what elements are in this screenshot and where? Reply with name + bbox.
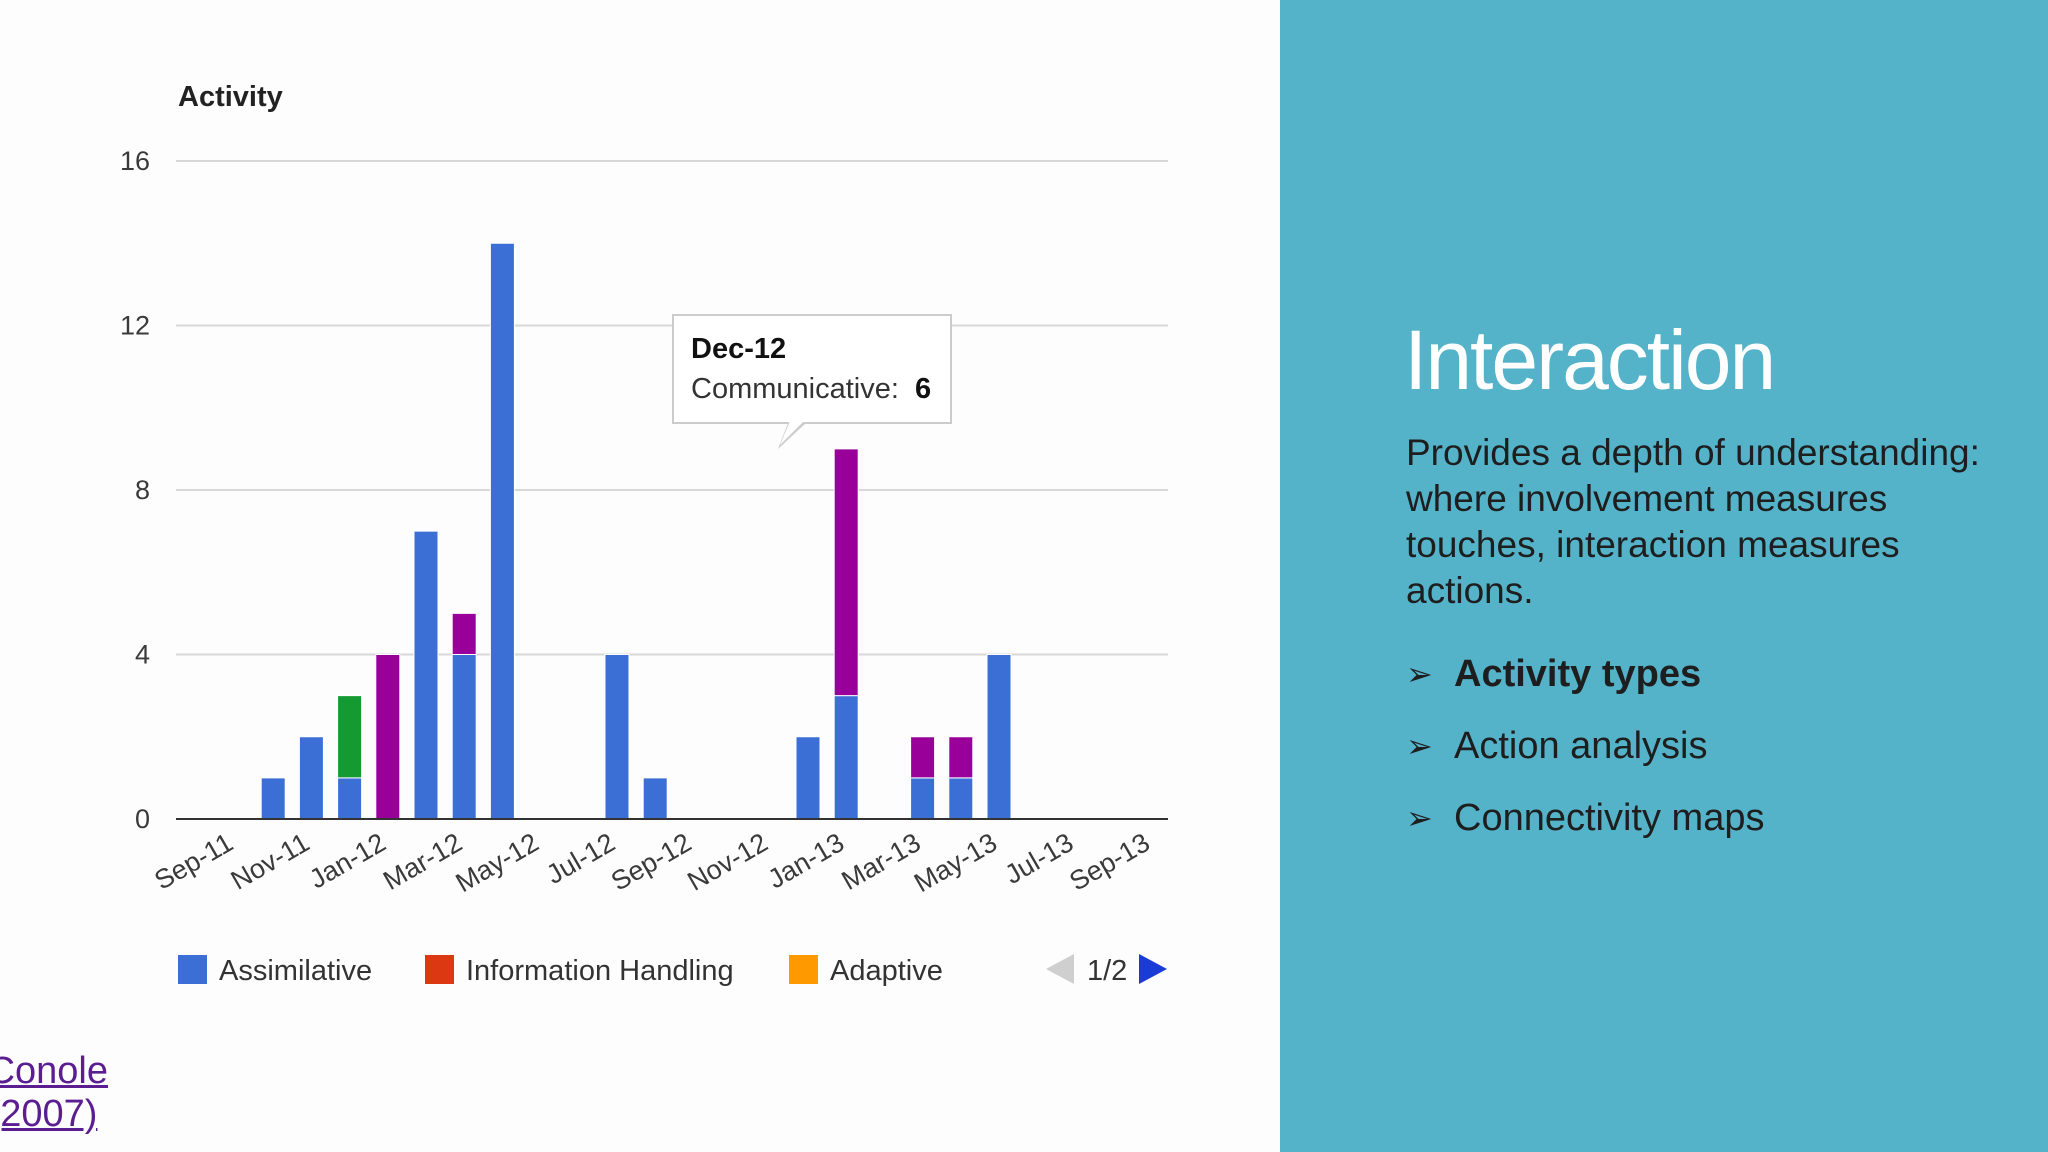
tooltip-title: Dec-12 xyxy=(691,333,786,365)
x-tick-label: Mar-13 xyxy=(837,827,926,896)
y-tick-label: 4 xyxy=(135,640,150,670)
chart-legend: Assimilative Information Handling Adaptive xyxy=(178,955,943,987)
y-tick-label: 12 xyxy=(120,311,150,341)
bar-segment[interactable] xyxy=(795,736,821,820)
arrow-bullet-icon: ➢ xyxy=(1406,656,1433,692)
bar-segment[interactable] xyxy=(451,612,477,655)
bar-segment[interactable] xyxy=(451,654,477,820)
arrow-bullet-icon: ➢ xyxy=(1406,800,1433,836)
bar-segment[interactable] xyxy=(489,242,515,820)
bar-segment[interactable] xyxy=(604,654,630,820)
x-axis: Sep-11Nov-11Jan-12Mar-12May-12Jul-12Sep-… xyxy=(149,827,1154,898)
y-tick-label: 16 xyxy=(120,146,150,176)
x-tick-label: May-13 xyxy=(909,827,1002,898)
svg-text:Communicative: 6: Communicative: 6 xyxy=(691,373,931,405)
y-tick-label: 8 xyxy=(135,475,150,505)
bar-segment[interactable] xyxy=(337,695,363,779)
legend-next-arrow-icon[interactable] xyxy=(1139,954,1167,984)
x-tick-label: Jul-13 xyxy=(1000,827,1079,890)
text-panel: Interaction Provides a depth of understa… xyxy=(1280,0,2048,1152)
bullet-list: ➢ Activity types ➢ Action analysis ➢ Con… xyxy=(1406,638,1764,854)
legend-swatch xyxy=(789,955,818,984)
bar-segment[interactable] xyxy=(833,695,859,820)
x-tick-label: Sep-13 xyxy=(1064,827,1154,897)
y-axis: 0 4 8 12 16 xyxy=(120,146,150,834)
legend-pager[interactable]: 1/2 xyxy=(1046,954,1167,987)
x-tick-label: May-12 xyxy=(451,827,544,898)
chart-bars[interactable] xyxy=(260,242,1012,820)
x-tick-label: Nov-12 xyxy=(682,827,772,897)
bullet-label: Connectivity maps xyxy=(1454,796,1765,839)
bar-segment[interactable] xyxy=(986,654,1012,820)
bullet-item-connectivity-maps: ➢ Connectivity maps xyxy=(1406,782,1764,854)
bar-segment[interactable] xyxy=(948,736,974,779)
arrow-bullet-icon: ➢ xyxy=(1406,728,1433,764)
slide-title: Interaction xyxy=(1404,313,1776,407)
slide-body-text: Provides a depth of understanding: where… xyxy=(1406,432,1980,611)
bar-tooltip: Dec-12 Communicative: 6 xyxy=(672,314,952,449)
bullet-label: Action analysis xyxy=(1454,724,1708,767)
bar-segment[interactable] xyxy=(833,448,859,697)
bar-segment[interactable] xyxy=(337,777,363,820)
bar-segment[interactable] xyxy=(910,777,936,820)
chart-title: Activity xyxy=(178,81,283,113)
bar-segment[interactable] xyxy=(375,654,401,820)
legend-page-indicator: 1/2 xyxy=(1087,955,1127,987)
x-tick-label: Nov-11 xyxy=(226,827,315,896)
x-tick-label: Sep-12 xyxy=(606,827,696,897)
legend-label: Adaptive xyxy=(830,955,943,987)
bar-segment[interactable] xyxy=(413,530,439,820)
chart-panel: Activity 0 4 8 12 16 Sep-11 Nov-11 Jan-12 Mar-1… xyxy=(0,81,1168,1135)
tooltip-series-label: Communicative: xyxy=(691,373,899,405)
bullet-item-action-analysis: ➢ Action analysis xyxy=(1406,710,1764,782)
tooltip-box xyxy=(672,314,952,424)
bar-segment[interactable] xyxy=(298,736,324,820)
bar-segment[interactable] xyxy=(260,777,286,820)
bar-segment[interactable] xyxy=(642,777,668,820)
x-tick-label: Sep-11 xyxy=(149,827,238,896)
bullet-item-activity-types: ➢ Activity types xyxy=(1406,638,1764,710)
y-tick-label: 0 xyxy=(135,804,150,834)
legend-prev-arrow-icon[interactable] xyxy=(1046,954,1074,984)
x-tick-label: Jan-13 xyxy=(763,827,850,894)
legend-label: Information Handling xyxy=(466,955,734,987)
legend-swatch xyxy=(425,955,454,984)
bar-segment[interactable] xyxy=(948,777,974,820)
bullet-label: Activity types xyxy=(1454,652,1702,695)
bar-segment[interactable] xyxy=(910,736,936,779)
legend-label: Assimilative xyxy=(219,955,372,987)
citation-link[interactable]: Conole (2007) xyxy=(0,1050,108,1135)
tooltip-value: 6 xyxy=(915,373,931,405)
legend-swatch xyxy=(178,955,207,984)
x-tick-label: Jul-12 xyxy=(541,827,620,890)
x-tick-label: Mar-12 xyxy=(378,827,467,896)
x-tick-label: Jan-12 xyxy=(304,827,391,894)
